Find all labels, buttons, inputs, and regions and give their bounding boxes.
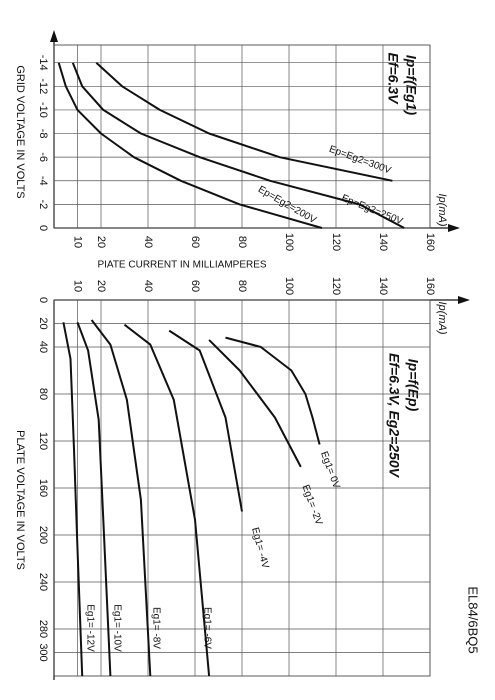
x-axis-title: GRID VOLTAGE IN VOLTS <box>14 65 26 198</box>
series-line <box>225 336 321 445</box>
x-tick-label: -8 <box>37 129 49 139</box>
x-tick-label: -12 <box>37 78 49 94</box>
x-tick-label: 120 <box>37 432 49 450</box>
x-tick-label: 160 <box>37 479 49 497</box>
y-tick-label: 10 <box>72 236 84 248</box>
x-tick-label: -6 <box>37 152 49 162</box>
chart-title: Ip=f(Eg1) <box>403 55 419 116</box>
y-tick-label: 120 <box>330 233 342 251</box>
series-line <box>57 62 323 229</box>
y-tick-label: 20 <box>95 280 107 292</box>
series-line <box>71 62 405 229</box>
x-tick-label: 0 <box>37 225 49 231</box>
y-tick-label: 80 <box>236 280 248 292</box>
y-tick-label: 160 <box>424 233 436 251</box>
y-unit-label: Ip(mA) <box>436 302 448 335</box>
series-line <box>95 61 393 182</box>
y-tick-label: 120 <box>330 277 342 295</box>
x-tick-label: 0 <box>37 297 49 303</box>
x-tick-label: 20 <box>37 317 49 329</box>
series-line <box>208 339 302 468</box>
y-tick-label: 40 <box>142 236 154 248</box>
y-tick-label: 60 <box>189 280 201 292</box>
y-tick-label: 140 <box>377 277 389 295</box>
series-label: Ep=Eg2=250V <box>340 193 405 228</box>
series-line <box>168 329 243 512</box>
model-label: EL84/6BQ5 <box>466 586 481 653</box>
series-line <box>90 319 152 677</box>
series-label: Eg1= -2V <box>300 483 325 527</box>
series-line <box>123 323 211 677</box>
series-label: Eg1= -8V <box>150 607 161 649</box>
x-tick-label: -10 <box>37 102 49 118</box>
x-axis-title: PLATE VOLTAGE IN VOLTS <box>14 430 26 570</box>
y-tick-label: 40 <box>142 280 154 292</box>
y-axis-title: PIATE CURRENT IN MILLIAMPERES <box>97 260 266 271</box>
y-tick-label: 10 <box>72 280 84 292</box>
y-tick-label: 20 <box>95 236 107 248</box>
chart-subtitle: Ef=6.3V <box>385 53 401 106</box>
x-tick-label: -2 <box>37 199 49 209</box>
y-tick-label: 80 <box>236 236 248 248</box>
x-tick-label: -14 <box>37 55 49 71</box>
series-label: Eg1= -12V <box>84 604 95 652</box>
y-tick-label: 140 <box>377 233 389 251</box>
x-tick-label: 280 <box>37 620 49 638</box>
x-tick-label: 80 <box>37 388 49 400</box>
y-tick-label: 160 <box>424 277 436 295</box>
x-tick-label: 300 <box>37 643 49 661</box>
series-label: Eg1= -6V <box>201 607 212 649</box>
x-tick-label: -4 <box>37 176 49 186</box>
series-line <box>62 322 84 677</box>
y-tick-label: 60 <box>189 236 201 248</box>
y-unit-label: Ip(mA) <box>436 194 448 227</box>
y-tick-label: 100 <box>283 277 295 295</box>
x-tick-label: 240 <box>37 573 49 591</box>
series-label: Eg1= -10V <box>111 604 122 652</box>
y-tick-label: 100 <box>283 233 295 251</box>
chart-title: Ip=f(Ep) <box>405 359 421 412</box>
series-label: Eg1= -4V <box>249 526 271 570</box>
series-line <box>76 321 112 677</box>
x-tick-label: 40 <box>37 341 49 353</box>
series-label: Eg1= 0V <box>318 450 342 490</box>
chart-subtitle: Ef=6.3V, Eg2=250V <box>386 353 402 479</box>
x-tick-label: 200 <box>37 526 49 544</box>
